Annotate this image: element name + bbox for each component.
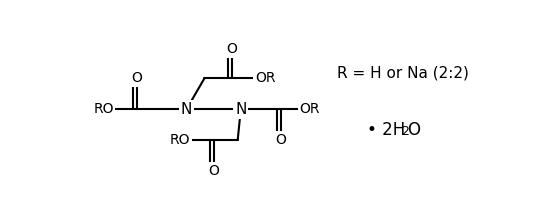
Text: O: O: [408, 121, 420, 139]
Text: 2: 2: [402, 125, 409, 138]
Text: N: N: [181, 102, 192, 117]
Text: O: O: [208, 164, 219, 178]
Text: N: N: [235, 102, 246, 117]
Text: R = H or Na (2:2): R = H or Na (2:2): [337, 65, 469, 80]
Text: O: O: [276, 133, 287, 147]
Text: RO: RO: [93, 102, 114, 116]
Text: OR: OR: [255, 71, 275, 85]
Text: O: O: [226, 42, 237, 56]
Text: RO: RO: [170, 133, 190, 147]
Text: O: O: [131, 71, 142, 85]
Text: • 2H: • 2H: [367, 121, 405, 139]
Text: OR: OR: [300, 102, 320, 116]
